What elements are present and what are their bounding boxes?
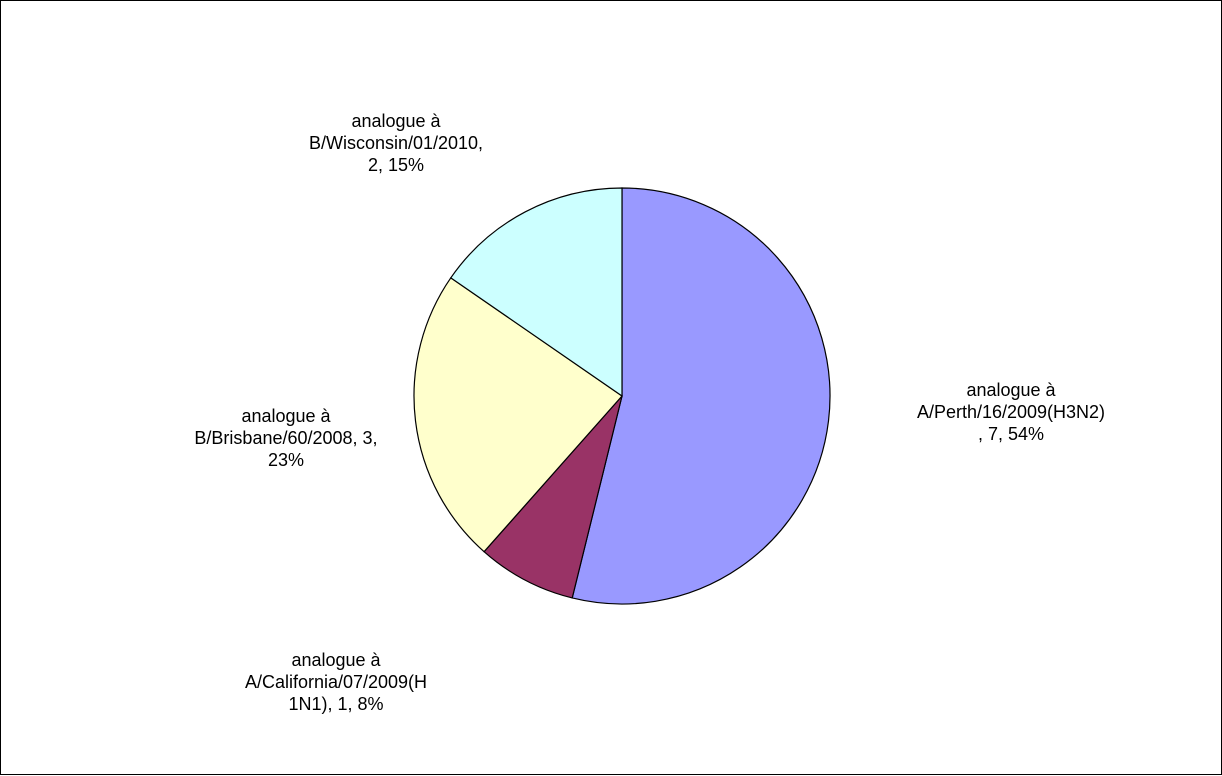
slice-label-california: analogue à A/California/07/2009(H 1N1), …: [244, 650, 428, 714]
pie-slice-brisbane: [413, 277, 623, 553]
slice-label-brisbane: analogue à B/Brisbane/60/2008, 3, 23%: [194, 406, 378, 470]
slice-label-perth: analogue à A/Perth/16/2009(H3N2) , 7, 54…: [916, 380, 1106, 444]
pie-slice-wisconsin: [449, 187, 623, 398]
slice-label-wisconsin: analogue à B/Wisconsin/01/2010, 2, 15%: [308, 111, 484, 175]
pie-slice-california: [483, 395, 623, 599]
pie-slice-perth: [571, 187, 831, 605]
